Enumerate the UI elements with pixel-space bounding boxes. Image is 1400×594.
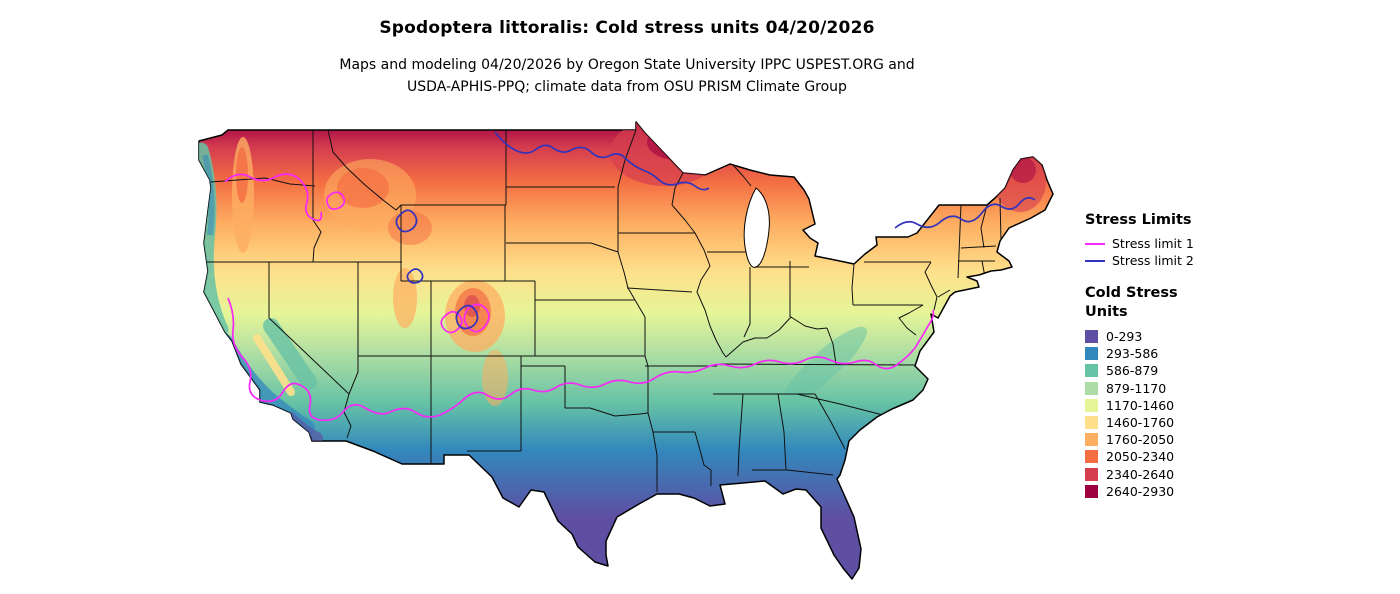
page-title: Spodoptera littoralis: Cold stress units…: [379, 18, 875, 38]
bin-label: 1760-2050: [1106, 432, 1175, 448]
legend-bin-row: 586-879: [1085, 362, 1215, 379]
color-swatch: [1085, 450, 1098, 464]
bin-label: 586-879: [1106, 363, 1159, 379]
legend-bin-row: 2050-2340: [1085, 448, 1215, 465]
color-swatch: [1085, 467, 1098, 481]
legend-item-stress-limit-2: Stress limit 2: [1085, 252, 1215, 269]
color-swatch: [1085, 364, 1098, 378]
subtitle-line-1: Maps and modeling 04/20/2026 by Oregon S…: [339, 57, 915, 73]
bin-label: 2640-2930: [1106, 483, 1175, 499]
color-swatch: [1085, 347, 1098, 361]
legend-bin-row: 0-293: [1085, 328, 1215, 345]
color-swatch: [1085, 416, 1098, 430]
stress-limit-2-label: Stress limit 2: [1112, 253, 1194, 268]
lake-michigan: [743, 187, 770, 268]
bin-label: 1170-1460: [1106, 397, 1175, 413]
bin-label: 2340-2640: [1106, 466, 1175, 482]
stress-limit-1-line: [224, 173, 935, 422]
color-swatch: [1085, 381, 1098, 395]
bin-label: 0-293: [1106, 329, 1143, 345]
page-subtitle: Maps and modeling 04/20/2026 by Oregon S…: [0, 54, 1254, 98]
legend-item-stress-limit-1: Stress limit 1: [1085, 235, 1215, 252]
stress-limit-1-label: Stress limit 1: [1112, 236, 1194, 251]
legend-bin-row: 1170-1460: [1085, 397, 1215, 414]
bin-label: 293-586: [1106, 346, 1159, 362]
stress-limit-1-line-sample: [1085, 242, 1105, 245]
us-map-svg: [198, 121, 1054, 580]
legend-bin-row: 2640-2930: [1085, 483, 1215, 500]
stress-limit-2-line-sample: [1085, 259, 1105, 262]
legend-bin-row: 2340-2640: [1085, 466, 1215, 483]
subtitle-line-2: USDA-APHIS-PPQ; climate data from OSU PR…: [407, 79, 847, 95]
cold-stress-units-heading: Cold Stress Units: [1085, 285, 1178, 320]
bin-label: 879-1170: [1106, 380, 1167, 396]
legend-bin-row: 293-586: [1085, 345, 1215, 362]
color-swatch: [1085, 484, 1098, 498]
bin-label: 1460-1760: [1106, 415, 1175, 431]
legend-bin-row: 1760-2050: [1085, 431, 1215, 448]
us-cold-stress-map: [195, 120, 1062, 592]
legend-bin-row: 879-1170: [1085, 380, 1215, 397]
color-swatch: [1085, 330, 1098, 344]
color-swatch: [1085, 398, 1098, 412]
color-swatch: [1085, 433, 1098, 447]
bin-label: 2050-2340: [1106, 449, 1175, 465]
legend: Stress Limits Stress limit 1 Stress limi…: [1085, 212, 1215, 500]
state-boundaries: [207, 129, 1002, 492]
stress-limit-2-line: [395, 131, 1036, 330]
stress-limits-heading: Stress Limits: [1085, 212, 1192, 228]
legend-bin-row: 1460-1760: [1085, 414, 1215, 431]
